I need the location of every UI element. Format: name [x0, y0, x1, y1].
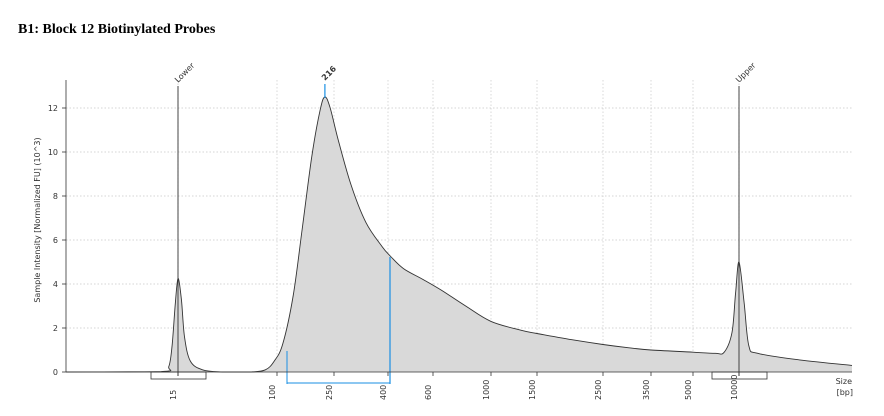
x-tick-label: 5000	[684, 380, 693, 400]
x-tick-label: 250	[325, 385, 334, 400]
marker-label: Upper	[734, 60, 758, 84]
marker-box	[711, 371, 768, 380]
chart-title: B1: Block 12 Biotinylated Probes	[18, 22, 216, 37]
x-tick-label: 400	[379, 385, 388, 400]
marker-label: Lower	[173, 61, 197, 85]
y-tick-label: 0	[53, 368, 58, 377]
x-tick-label: 600	[424, 385, 433, 400]
y-tick-label: 12	[48, 104, 58, 113]
marker-box	[150, 371, 207, 380]
x-tick-label: 1500	[528, 380, 537, 400]
trace-fill	[66, 96, 852, 373]
size-region	[286, 257, 391, 384]
x-axis-label-unit: [bp]	[837, 388, 853, 397]
y-tick-label: 10	[48, 148, 58, 157]
trace-line	[65, 96, 853, 373]
x-tick-label: 10000	[730, 375, 739, 400]
y-tick-label: 8	[53, 192, 58, 201]
x-tick-label: 3500	[642, 380, 651, 400]
x-tick-label: 1000	[482, 380, 491, 400]
y-tick-label: 2	[53, 324, 58, 333]
x-axis-label-size: Size	[836, 377, 853, 386]
axes: 0 2 4 6 8 10 12 15 100 250 400 600 1000 1500 2500 3500 5…	[48, 80, 852, 400]
y-tick-label: 4	[53, 280, 58, 289]
trace-area	[65, 96, 853, 373]
x-tick-label: 2500	[594, 380, 603, 400]
x-tick-label: 15	[169, 390, 178, 400]
y-axis-label: Sample Intensity [Normalized FU] (10^3)	[33, 137, 42, 302]
y-tick-label: 6	[53, 236, 58, 245]
x-tick-label: 100	[268, 385, 277, 400]
marker-label: 216	[320, 64, 338, 82]
